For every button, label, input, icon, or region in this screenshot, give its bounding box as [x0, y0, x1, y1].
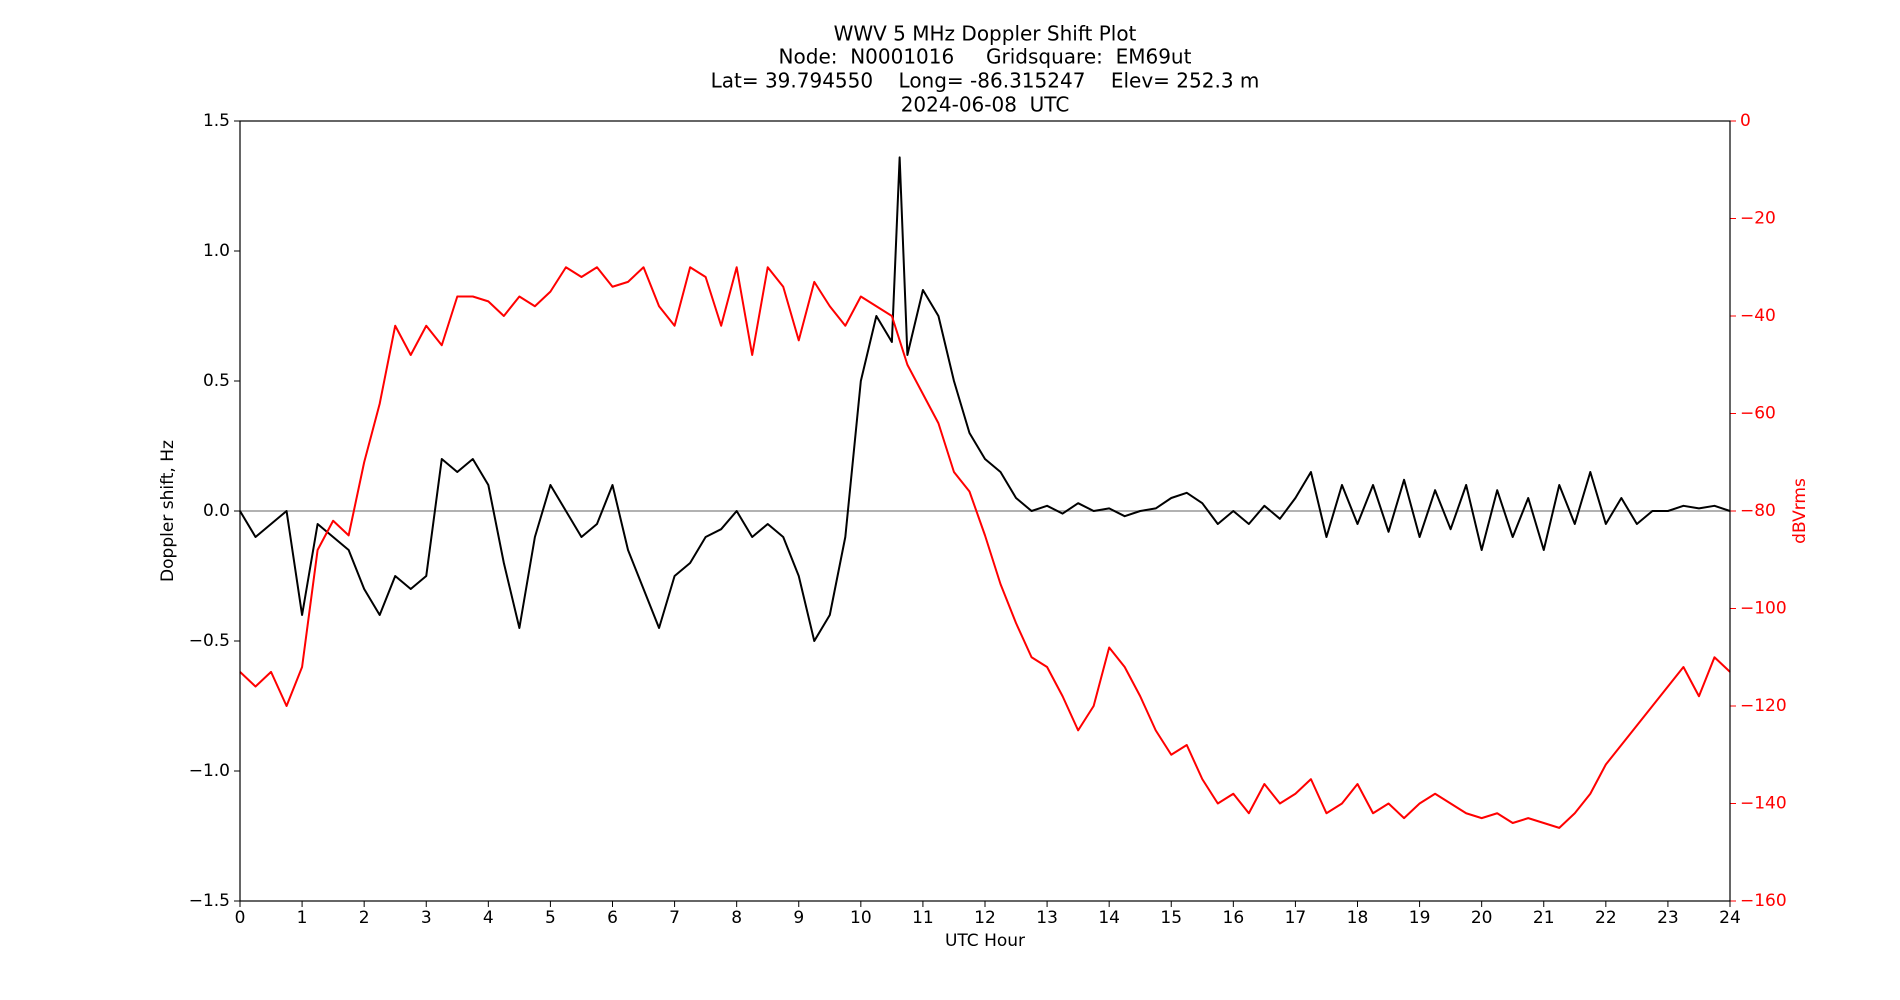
x-tick-label: 9: [793, 908, 804, 928]
x-tick-label: 8: [731, 908, 742, 928]
y2-tick-label: −20: [1740, 209, 1776, 229]
y-tick-label: 0.5: [203, 371, 230, 391]
y-tick-label: 0.0: [203, 501, 230, 521]
x-tick-label: 17: [1285, 908, 1307, 928]
x-tick-label: 10: [850, 908, 872, 928]
x-axis-label: UTC Hour: [945, 931, 1025, 951]
x-tick-label: 12: [974, 908, 996, 928]
series-line: [239, 266, 1731, 829]
y2-tick-label: −100: [1740, 599, 1787, 619]
x-tick-label: 14: [1098, 908, 1120, 928]
x-tick-label: 11: [912, 908, 934, 928]
x-tick-label: 3: [421, 908, 432, 928]
x-tick-label: 5: [545, 908, 556, 928]
y2-tick-label: −80: [1740, 501, 1776, 521]
x-tick-label: 23: [1657, 908, 1679, 928]
x-tick-label: 18: [1347, 908, 1369, 928]
series-line: [239, 156, 1731, 642]
x-tick-label: 24: [1719, 908, 1741, 928]
x-tick-label: 16: [1223, 908, 1245, 928]
y-tick-label: 1.0: [203, 241, 230, 261]
x-tick-label: 13: [1036, 908, 1058, 928]
x-tick-label: 6: [607, 908, 618, 928]
y2-axis-label: dBVrms: [1790, 478, 1810, 544]
x-tick-label: 19: [1409, 908, 1431, 928]
x-tick-label: 20: [1471, 908, 1493, 928]
y2-tick-label: 0: [1740, 111, 1751, 131]
plot-frame: [239, 120, 1731, 902]
y2-tick-label: −140: [1740, 794, 1787, 814]
x-tick-label: 22: [1595, 908, 1617, 928]
y2-tick-label: −160: [1740, 891, 1787, 911]
y-tick-label: 1.5: [203, 111, 230, 131]
y-tick-label: −1.0: [189, 761, 230, 781]
y2-tick-label: −60: [1740, 404, 1776, 424]
x-tick-label: 21: [1533, 908, 1555, 928]
x-tick-label: 4: [483, 908, 494, 928]
chart-subtitle: 2024-06-08 UTC: [901, 93, 1070, 117]
x-tick-label: 1: [297, 908, 308, 928]
y-axis-label: Doppler shift, Hz: [158, 440, 178, 582]
y2-tick-label: −40: [1740, 306, 1776, 326]
chart-subtitle: Lat= 39.794550 Long= -86.315247 Elev= 25…: [711, 69, 1260, 93]
chart-title: WWV 5 MHz Doppler Shift Plot: [834, 22, 1137, 46]
y2-tick-label: −120: [1740, 696, 1787, 716]
y-tick-label: −0.5: [189, 631, 230, 651]
x-tick-label: 15: [1160, 908, 1182, 928]
x-tick-label: 2: [359, 908, 370, 928]
x-tick-label: 0: [235, 908, 246, 928]
y-tick-label: −1.5: [189, 891, 230, 911]
x-tick-label: 7: [669, 908, 680, 928]
chart-subtitle: Node: N0001016 Gridsquare: EM69ut: [779, 45, 1192, 69]
